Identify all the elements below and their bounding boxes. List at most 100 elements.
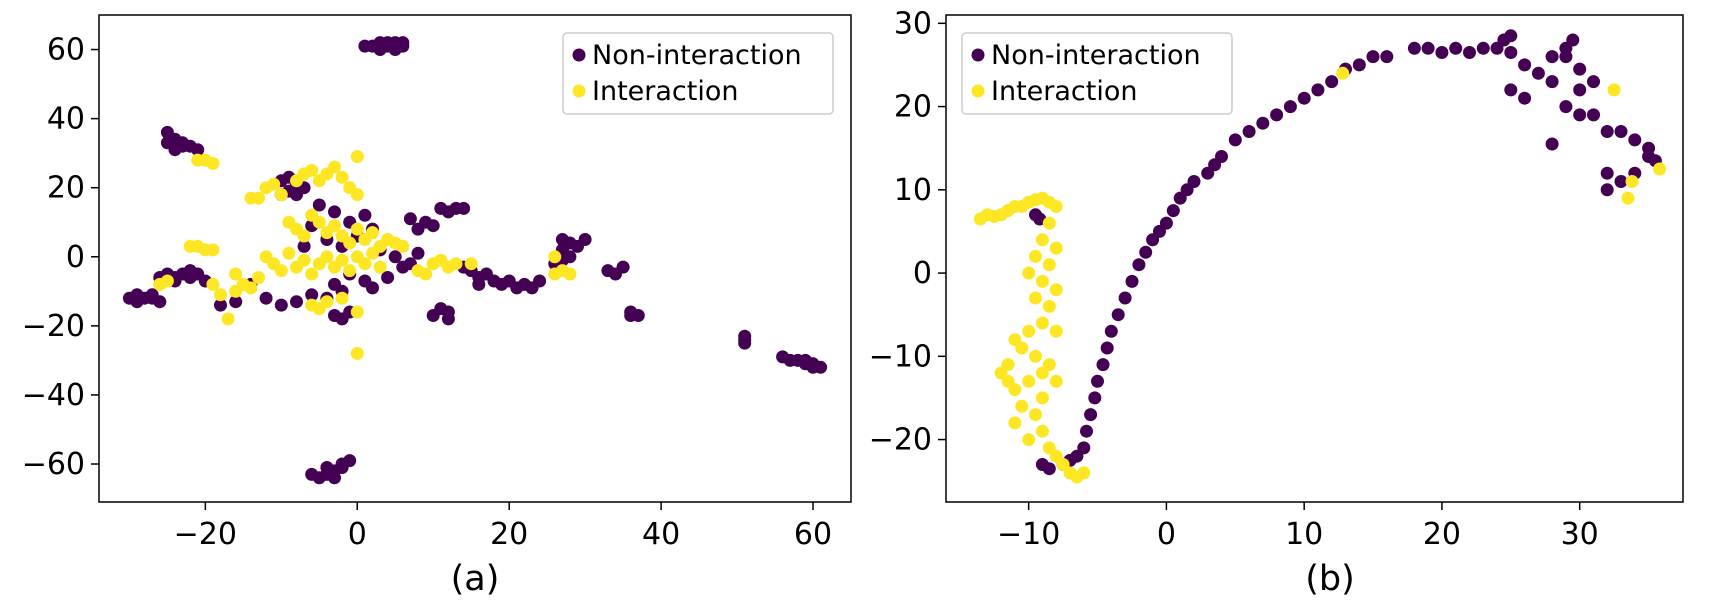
data-point [214, 298, 227, 312]
data-point [994, 366, 1008, 380]
panel-a-y-axis: −60 −40 −20 0 20 40 60 [22, 33, 99, 482]
y-tick-label: −10 [869, 339, 932, 374]
data-point [1042, 258, 1056, 272]
legend-marker [572, 84, 586, 98]
data-point [259, 291, 273, 305]
data-point [328, 277, 341, 291]
data-point [160, 136, 174, 150]
panel-b-legend: Non-interaction Interaction [961, 32, 1233, 115]
data-point [328, 160, 341, 174]
data-point [244, 281, 258, 295]
legend-label: Non-interaction [991, 40, 1201, 71]
x-tick-label: 40 [642, 517, 680, 552]
data-point [1336, 66, 1350, 80]
data-point [388, 250, 402, 264]
data-point [464, 257, 478, 271]
data-point [814, 360, 828, 374]
data-point [1077, 441, 1091, 455]
data-point [1545, 50, 1559, 64]
panel-b-series-non-interaction [1029, 29, 1662, 476]
panel-a: −20 0 20 40 60 −60 −40 −20 0 20 40 60 Non-interact… [22, 14, 852, 599]
data-point [1100, 341, 1114, 355]
legend-marker [572, 48, 586, 62]
data-point [798, 353, 812, 367]
data-point [358, 208, 372, 222]
data-point [624, 309, 638, 322]
data-point [396, 239, 410, 253]
data-point [1407, 41, 1421, 55]
data-point [1614, 175, 1628, 188]
data-point [533, 274, 547, 288]
data-point [1559, 100, 1573, 114]
data-point [358, 257, 372, 271]
data-point [1256, 116, 1270, 130]
data-point [274, 264, 288, 278]
data-point [191, 143, 205, 157]
data-point [1022, 324, 1036, 338]
data-point [1566, 33, 1580, 47]
x-tick-label: 30 [1561, 517, 1599, 552]
panel-a-caption: (a) [451, 559, 500, 599]
y-tick-label: −60 [22, 447, 85, 482]
data-point [472, 277, 486, 291]
data-point [1015, 341, 1029, 355]
y-tick-label: 40 [47, 102, 85, 137]
data-point [305, 163, 319, 177]
data-point [1049, 200, 1063, 213]
panel-a-legend: Non-interaction Interaction [562, 32, 834, 115]
legend-marker [971, 84, 985, 98]
data-point [1022, 433, 1036, 447]
data-point [153, 277, 167, 291]
data-point [1042, 462, 1056, 476]
data-point [1049, 374, 1063, 388]
x-tick-label: 20 [490, 517, 528, 552]
data-point [1600, 166, 1614, 180]
data-point [252, 191, 265, 205]
data-point [1132, 258, 1146, 272]
data-point [267, 177, 281, 191]
panel-a-frame [98, 14, 852, 503]
x-tick-label: −10 [997, 517, 1060, 552]
data-point [1366, 50, 1380, 64]
data-point [1463, 46, 1476, 59]
data-point [1504, 83, 1518, 97]
data-point [1352, 58, 1366, 72]
data-point [1159, 216, 1173, 230]
data-point [312, 198, 326, 212]
data-point [1042, 299, 1056, 313]
data-point [335, 291, 349, 305]
data-point [1022, 266, 1036, 280]
data-point [1029, 249, 1042, 263]
y-tick-label: −20 [869, 423, 932, 458]
data-point [1035, 391, 1049, 405]
data-point [1008, 416, 1022, 430]
data-point [350, 188, 364, 202]
data-point [312, 215, 326, 229]
legend-label: Interaction [592, 76, 738, 107]
data-point [548, 250, 562, 264]
legend-label: Non-interaction [592, 40, 802, 71]
x-tick-label: 0 [348, 517, 367, 552]
data-point [1088, 391, 1102, 405]
data-point [441, 312, 455, 326]
y-tick-label: 20 [47, 171, 85, 206]
panel-b-series-interaction [973, 66, 1667, 484]
data-point [1228, 133, 1242, 147]
y-tick-label: 0 [913, 256, 932, 291]
data-point [1325, 75, 1339, 89]
data-point [358, 274, 372, 288]
data-point [411, 222, 425, 236]
panel-a-x-axis: −20 0 20 40 60 [174, 502, 832, 552]
y-tick-label: 60 [47, 33, 85, 68]
data-point [1125, 274, 1139, 288]
panel-b-frame [945, 14, 1684, 503]
data-point [403, 212, 417, 226]
data-point [1029, 349, 1042, 363]
data-point [320, 295, 334, 309]
data-point [282, 246, 296, 260]
data-point [1642, 141, 1656, 155]
y-tick-label: 20 [894, 90, 932, 125]
data-point [206, 157, 220, 170]
data-point [252, 271, 265, 284]
